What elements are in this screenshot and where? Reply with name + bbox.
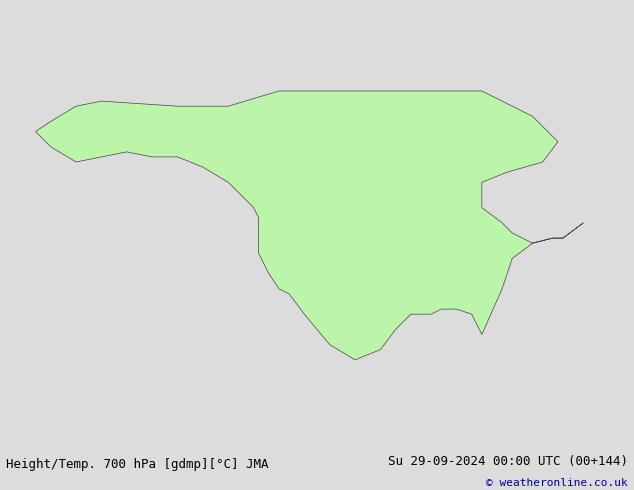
Text: Su 29-09-2024 00:00 UTC (00+144): Su 29-09-2024 00:00 UTC (00+144) <box>387 455 628 468</box>
Text: Height/Temp. 700 hPa [gdmp][°C] JMA: Height/Temp. 700 hPa [gdmp][°C] JMA <box>6 458 269 471</box>
Polygon shape <box>36 91 583 360</box>
Text: © weatheronline.co.uk: © weatheronline.co.uk <box>486 478 628 488</box>
